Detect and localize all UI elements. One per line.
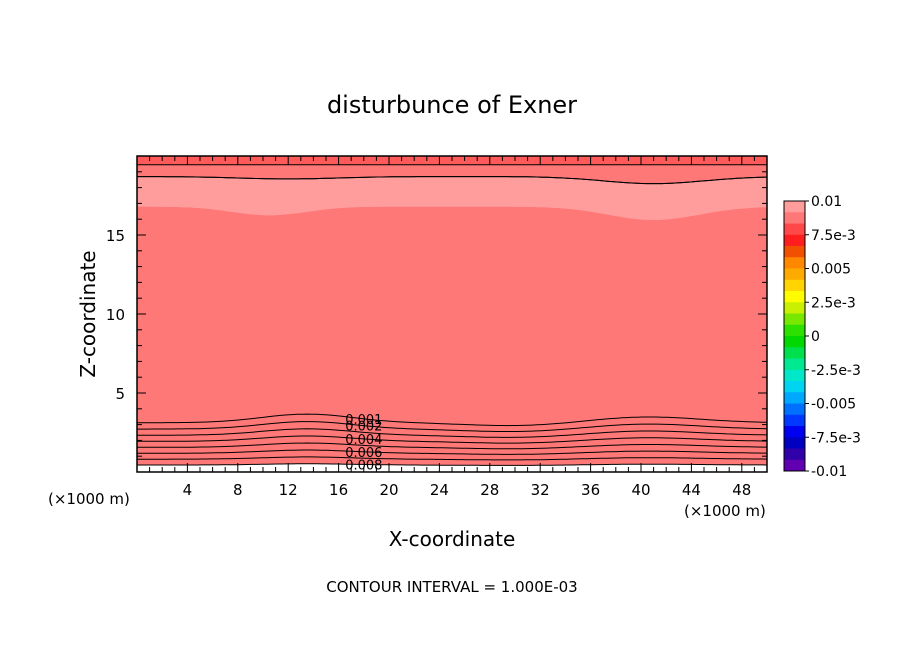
colorbar-swatch (784, 403, 805, 416)
y-axis-label: Z-coordinate (76, 250, 100, 377)
colorbar-swatch (784, 369, 805, 382)
x-unit-right: (×1000 m) (684, 502, 766, 520)
x-unit-left: (×1000 m) (48, 490, 130, 508)
colorbar-swatch (784, 381, 805, 393)
colorbar-label: -0.005 (811, 397, 856, 413)
colorbar-label: 2.5e-3 (811, 295, 856, 311)
contour-label: 0.006 (345, 446, 382, 461)
contour-label: 0.004 (345, 433, 382, 448)
colorbar: 0.01 7.5e-3 0.005 2.5e-3 0 -2.5e-3 -0.005 -7.5e… (783, 194, 861, 480)
colorbar-swatch (784, 426, 805, 438)
colorbar-swatch (784, 302, 805, 314)
colorbar-swatch (784, 268, 805, 281)
x-tick-label: 20 (379, 481, 398, 499)
colorbar-swatch (784, 459, 805, 472)
contour-label: 0.001 (345, 413, 382, 428)
colorbar-swatch (784, 212, 805, 224)
contour-line (137, 442, 767, 450)
contour-line (137, 176, 768, 185)
contour-line (137, 421, 768, 432)
axis-ticks (137, 156, 767, 472)
colorbar-swatch (784, 291, 805, 303)
colorbar-swatch (784, 448, 805, 461)
y-tick-labels: 5 10 15 (106, 227, 125, 403)
contour-line (137, 449, 767, 455)
colorbar-swatch (784, 201, 805, 213)
contour-line (137, 413, 768, 427)
colorbar-label: 0 (811, 329, 820, 345)
colorbar-swatch (784, 336, 805, 348)
colorbar-swatch (784, 223, 805, 236)
colorbar-labels: 0.01 7.5e-3 0.005 2.5e-3 0 -2.5e-3 -0.005 -7.5e… (805, 194, 861, 480)
colorbar-swatch (784, 414, 805, 427)
colorbar-swatch (784, 257, 805, 269)
colorbar-label: -0.01 (811, 464, 847, 480)
contour-interval-note: CONTOUR INTERVAL = 1.000E-03 (326, 578, 577, 596)
x-tick-label: 24 (430, 481, 449, 499)
colorbar-swatch (784, 392, 805, 404)
colorbar-label: 0.01 (811, 194, 842, 210)
colorbar-label: -2.5e-3 (811, 363, 861, 379)
contour-band (137, 176, 767, 220)
contour-lines (137, 164, 768, 466)
contour-line (137, 428, 768, 438)
contour-band (137, 176, 767, 466)
x-tick-label: 48 (732, 481, 751, 499)
x-tick-label: 32 (531, 481, 550, 499)
x-tick-label: 40 (631, 481, 650, 499)
colorbar-swatch (784, 279, 805, 292)
colorbar-swatch (784, 234, 805, 247)
colorbar-swatches (784, 201, 805, 472)
colorbar-label: -7.5e-3 (811, 430, 861, 446)
contour-line (137, 435, 768, 444)
contour-line (137, 463, 768, 466)
x-tick-label: 28 (480, 481, 499, 499)
x-tick-label: 4 (183, 481, 193, 499)
contour-label: 0.008 (345, 459, 382, 474)
x-tick-labels: 4 8 12 16 20 24 28 32 36 40 44 48 (183, 481, 752, 499)
contour-label: 0.002 (345, 420, 382, 435)
x-tick-label: 16 (329, 481, 348, 499)
x-tick-label: 44 (682, 481, 701, 499)
x-axis-label: X-coordinate (389, 527, 516, 551)
colorbar-swatch (784, 358, 805, 371)
y-tick-label: 10 (106, 306, 125, 324)
contour-line (137, 456, 768, 461)
filled-contours (137, 156, 767, 466)
chart-title: disturbunce of Exner (327, 91, 577, 119)
colorbar-swatch (784, 437, 805, 449)
y-tick-label: 15 (106, 227, 125, 245)
colorbar-swatch (784, 324, 805, 337)
x-tick-label: 12 (279, 481, 298, 499)
x-tick-label: 36 (581, 481, 600, 499)
x-tick-label: 8 (233, 481, 243, 499)
colorbar-label: 0.005 (811, 262, 851, 278)
colorbar-label: 7.5e-3 (811, 228, 856, 244)
colorbar-swatch (784, 313, 805, 326)
colorbar-swatch (784, 246, 805, 258)
colorbar-swatch (784, 347, 805, 359)
y-tick-label: 5 (115, 385, 125, 403)
